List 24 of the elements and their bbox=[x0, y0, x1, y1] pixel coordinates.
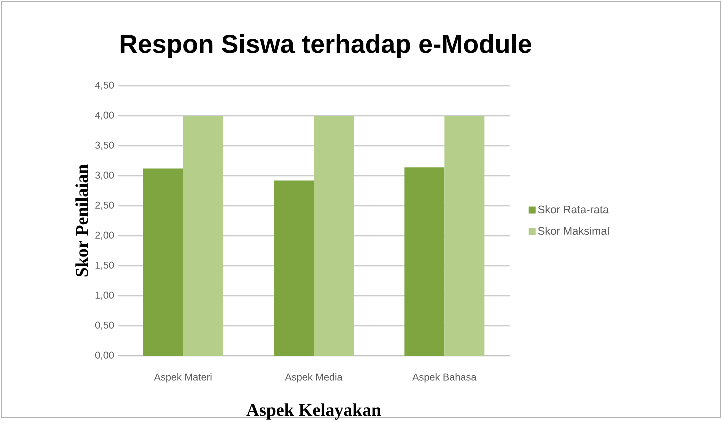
y-tick-label: 3,00 bbox=[95, 172, 114, 180]
legend-label: Skor Maksimal bbox=[538, 226, 609, 235]
y-tick-label: 2,00 bbox=[96, 232, 114, 240]
y-tick-label: 1,50 bbox=[96, 262, 114, 270]
x-tick-label: Aspek Bahasa bbox=[412, 373, 477, 383]
chart-title: Respon Siswa terhadap e-Module bbox=[120, 34, 532, 58]
x-tick-label: Aspek Materi bbox=[154, 373, 212, 383]
y-axis-title: Skor Penilaian bbox=[76, 164, 88, 276]
y-tick-label: 3,50 bbox=[95, 142, 114, 150]
bar bbox=[183, 116, 224, 356]
bar bbox=[143, 168, 184, 356]
bar bbox=[314, 116, 354, 356]
bar bbox=[274, 180, 314, 356]
y-tick-label: 4,00 bbox=[95, 112, 114, 120]
bar bbox=[404, 167, 445, 356]
bar bbox=[444, 116, 485, 356]
y-tick-label: 0,00 bbox=[95, 352, 114, 360]
y-tick-label: 0,50 bbox=[95, 322, 114, 330]
x-tick-label: Aspek Media bbox=[285, 373, 343, 383]
y-tick-label: 1,00 bbox=[96, 292, 114, 300]
x-axis-title: Aspek Kelayakan bbox=[246, 404, 382, 420]
y-tick-label: 2,50 bbox=[96, 202, 114, 210]
legend-label: Skor Rata-rata bbox=[538, 205, 610, 214]
y-tick-label: 4,50 bbox=[95, 82, 114, 90]
